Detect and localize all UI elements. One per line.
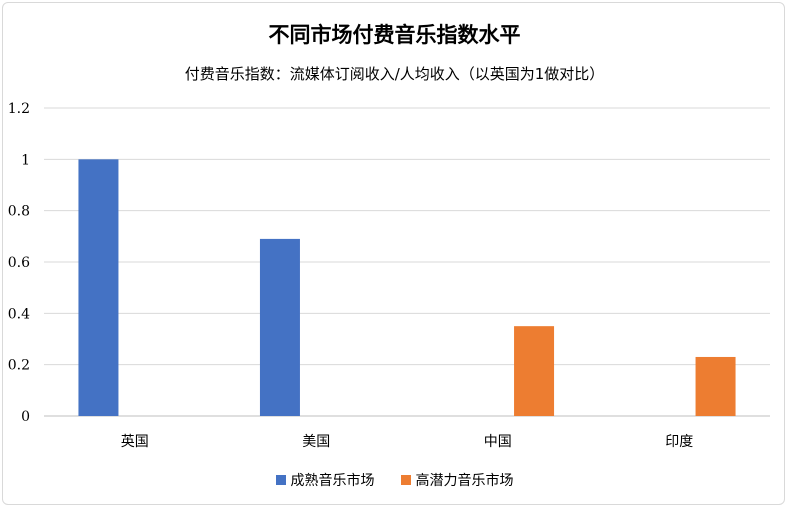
x-category-label: 印度 [665,434,693,450]
x-category-label: 英国 [121,433,149,450]
x-category-label: 美国 [302,434,330,450]
bar [259,238,300,416]
legend-label-mature: 成熟音乐市场 [290,473,375,489]
legend-swatch-potential [400,475,411,485]
y-tick-label: 0.2 [8,358,30,374]
y-tick-label: 1 [21,152,30,168]
y-tick-label: 0.4 [8,306,30,322]
bars [78,159,736,417]
y-tick-label: 1.2 [8,101,30,117]
legend-swatch-mature [275,475,286,485]
y-tick-label: 0.8 [8,204,30,220]
legend-item-mature: 成熟音乐市场 [275,470,375,490]
bar [695,356,736,416]
chart-subtitle: 付费音乐指数：流媒体订阅收入/人均收入（以英国为1做对比） [184,65,605,83]
bar [514,326,555,416]
legend-item-potential: 高潜力音乐市场 [400,470,514,490]
x-axis-categories: 英国 美国 中国 印度 [121,433,694,450]
bar [78,159,119,417]
legend-label-potential: 高潜力音乐市场 [415,473,514,489]
chart-title: 不同市场付费音乐指数水平 [268,23,521,47]
y-tick-label: 0 [21,409,30,425]
y-axis-ticks: 0 0.2 0.4 0.6 0.8 1 1.2 [8,101,30,425]
gridlines [44,107,770,417]
x-category-label: 中国 [484,434,512,450]
legend: 成熟音乐市场 高潜力音乐市场 [0,470,789,490]
y-tick-label: 0.6 [8,255,30,271]
